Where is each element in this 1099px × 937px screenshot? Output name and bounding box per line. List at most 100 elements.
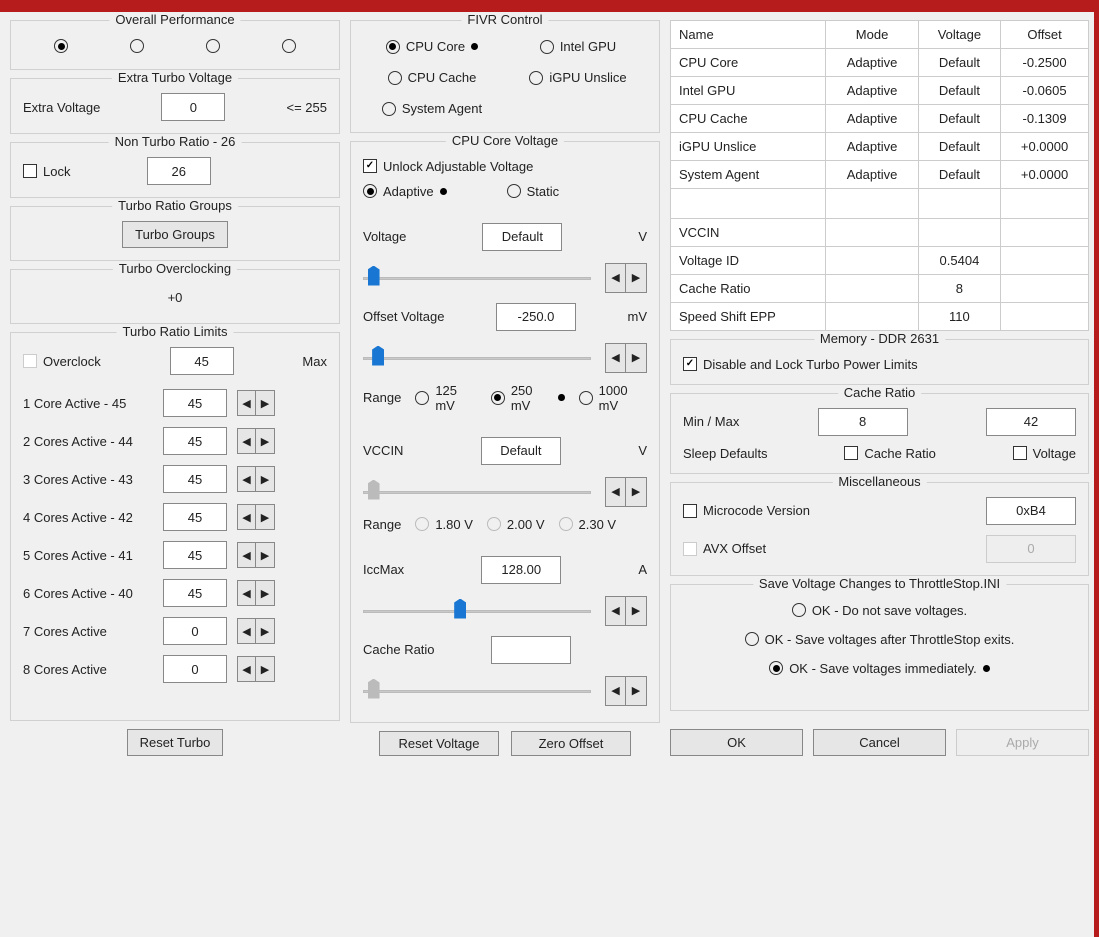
core-value-input[interactable]: [163, 655, 227, 683]
core-stepper[interactable]: ◀▶: [237, 390, 275, 416]
right-arrow-icon[interactable]: ▶: [256, 391, 274, 415]
core-row: 4 Cores Active - 42◀▶: [23, 503, 327, 531]
core-label: 3 Cores Active - 43: [23, 472, 153, 487]
left-arrow-icon[interactable]: ◀: [238, 467, 256, 491]
core-stepper[interactable]: ◀▶: [237, 428, 275, 454]
core-value-input[interactable]: [163, 617, 227, 645]
turbo-groups-button[interactable]: Turbo Groups: [122, 221, 228, 248]
right-arrow-icon[interactable]: ▶: [256, 581, 274, 605]
fivr-option-system-agent[interactable]: System Agent: [363, 101, 501, 116]
right-arrow-icon[interactable]: ▶: [626, 597, 646, 625]
core-value-input[interactable]: [163, 389, 227, 417]
right-arrow-icon[interactable]: ▶: [256, 505, 274, 529]
cancel-button[interactable]: Cancel: [813, 729, 946, 756]
voltage-slider[interactable]: [363, 268, 591, 288]
vccin-stepper[interactable]: ◀▶: [605, 477, 647, 507]
cache-ratio-input[interactable]: [491, 636, 571, 664]
cache-ratio-stepper[interactable]: ◀▶: [605, 676, 647, 706]
unlock-voltage-checkbox[interactable]: Unlock Adjustable Voltage: [363, 159, 533, 174]
right-arrow-icon[interactable]: ▶: [626, 344, 646, 372]
left-arrow-icon[interactable]: ◀: [238, 429, 256, 453]
range-option[interactable]: 250 mV: [491, 383, 565, 413]
adaptive-radio[interactable]: Adaptive: [363, 184, 447, 199]
save-option[interactable]: OK - Save voltages immediately.: [683, 661, 1076, 676]
left-arrow-icon[interactable]: ◀: [238, 581, 256, 605]
core-value-input[interactable]: [163, 427, 227, 455]
extra-voltage-input[interactable]: [161, 93, 225, 121]
iccmax-input[interactable]: [481, 556, 561, 584]
vccin-range-label: Range: [363, 517, 401, 532]
right-arrow-icon[interactable]: ▶: [626, 478, 646, 506]
range-option[interactable]: 125 mV: [415, 383, 477, 413]
lock-checkbox[interactable]: Lock: [23, 164, 70, 179]
group-title: Turbo Ratio Groups: [112, 198, 238, 213]
fivr-option-cpu-core[interactable]: CPU Core: [363, 39, 501, 54]
zero-offset-button[interactable]: Zero Offset: [511, 731, 631, 756]
right-arrow-icon[interactable]: ▶: [626, 264, 646, 292]
core-value-input[interactable]: [163, 579, 227, 607]
microcode-checkbox[interactable]: Microcode Version: [683, 503, 810, 518]
left-arrow-icon[interactable]: ◀: [238, 505, 256, 529]
sleep-cache-ratio-checkbox[interactable]: Cache Ratio: [844, 446, 936, 461]
reset-turbo-button[interactable]: Reset Turbo: [127, 729, 224, 756]
disable-lock-power-checkbox[interactable]: Disable and Lock Turbo Power Limits: [683, 357, 918, 372]
right-arrow-icon[interactable]: ▶: [256, 543, 274, 567]
offset-input[interactable]: [496, 303, 576, 331]
voltage-input[interactable]: [482, 223, 562, 251]
performance-radio-2[interactable]: [206, 39, 220, 53]
right-arrow-icon[interactable]: ▶: [256, 619, 274, 643]
left-arrow-icon[interactable]: ◀: [606, 597, 626, 625]
left-arrow-icon[interactable]: ◀: [606, 264, 626, 292]
core-stepper[interactable]: ◀▶: [237, 580, 275, 606]
core-value-input[interactable]: [163, 503, 227, 531]
cache-min-input[interactable]: [818, 408, 908, 436]
performance-radio-1[interactable]: [130, 39, 144, 53]
offset-unit: mV: [628, 309, 648, 324]
core-value-input[interactable]: [163, 541, 227, 569]
left-arrow-icon[interactable]: ◀: [606, 344, 626, 372]
overclock-max-input[interactable]: [170, 347, 234, 375]
left-arrow-icon[interactable]: ◀: [238, 391, 256, 415]
range-label: Range: [363, 390, 401, 405]
voltage-stepper[interactable]: ◀▶: [605, 263, 647, 293]
microcode-value[interactable]: [986, 497, 1076, 525]
iccmax-stepper[interactable]: ◀▶: [605, 596, 647, 626]
right-arrow-icon[interactable]: ▶: [626, 677, 646, 705]
core-stepper[interactable]: ◀▶: [237, 504, 275, 530]
right-arrow-icon[interactable]: ▶: [256, 467, 274, 491]
right-arrow-icon[interactable]: ▶: [256, 429, 274, 453]
right-arrow-icon[interactable]: ▶: [256, 657, 274, 681]
cache-max-input[interactable]: [986, 408, 1076, 436]
group-title: Save Voltage Changes to ThrottleStop.INI: [753, 576, 1006, 591]
core-value-input[interactable]: [163, 465, 227, 493]
save-option[interactable]: OK - Save voltages after ThrottleStop ex…: [683, 632, 1076, 647]
ok-button[interactable]: OK: [670, 729, 803, 756]
offset-stepper[interactable]: ◀▶: [605, 343, 647, 373]
core-stepper[interactable]: ◀▶: [237, 466, 275, 492]
range-option[interactable]: 1000 mV: [579, 383, 647, 413]
save-option[interactable]: OK - Do not save voltages.: [683, 603, 1076, 618]
left-arrow-icon[interactable]: ◀: [238, 657, 256, 681]
left-arrow-icon[interactable]: ◀: [606, 478, 626, 506]
left-arrow-icon[interactable]: ◀: [606, 677, 626, 705]
core-stepper[interactable]: ◀▶: [237, 656, 275, 682]
avx-offset-checkbox: AVX Offset: [683, 541, 766, 556]
core-stepper[interactable]: ◀▶: [237, 542, 275, 568]
left-arrow-icon[interactable]: ◀: [238, 619, 256, 643]
sleep-voltage-checkbox[interactable]: Voltage: [1013, 446, 1076, 461]
non-turbo-input[interactable]: [147, 157, 211, 185]
performance-radio-3[interactable]: [282, 39, 296, 53]
static-radio[interactable]: Static: [507, 184, 560, 199]
fivr-option-igpu-unslice[interactable]: iGPU Unslice: [509, 70, 647, 85]
iccmax-slider[interactable]: [363, 601, 591, 621]
fivr-option-intel-gpu[interactable]: Intel GPU: [509, 39, 647, 54]
fivr-option-cpu-cache[interactable]: CPU Cache: [363, 70, 501, 85]
table-header: Name: [671, 21, 826, 49]
performance-radio-0[interactable]: [54, 39, 68, 53]
reset-voltage-button[interactable]: Reset Voltage: [379, 731, 499, 756]
vccin-input[interactable]: [481, 437, 561, 465]
offset-slider[interactable]: [363, 348, 591, 368]
core-stepper[interactable]: ◀▶: [237, 618, 275, 644]
group-title: Overall Performance: [109, 12, 240, 27]
left-arrow-icon[interactable]: ◀: [238, 543, 256, 567]
